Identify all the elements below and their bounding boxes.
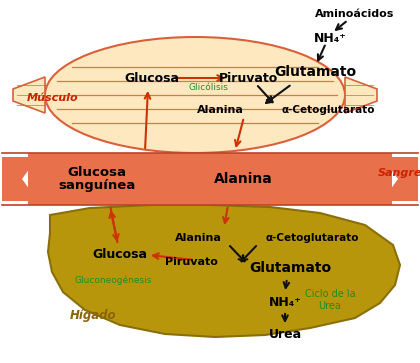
Text: Glucosa: Glucosa bbox=[124, 72, 179, 85]
Text: NH₄⁺: NH₄⁺ bbox=[268, 295, 302, 309]
Text: Glucosa
sanguínea: Glucosa sanguínea bbox=[58, 166, 136, 192]
Bar bbox=[28, 153, 392, 205]
Text: Piruvato: Piruvato bbox=[165, 257, 218, 267]
Text: Glutamato: Glutamato bbox=[274, 65, 356, 79]
Text: Glucosa: Glucosa bbox=[92, 249, 147, 261]
Text: Glicólisis: Glicólisis bbox=[188, 83, 228, 93]
Text: Glutamato: Glutamato bbox=[249, 261, 331, 275]
Text: α-Cetoglutarato: α-Cetoglutarato bbox=[282, 105, 375, 115]
Text: NH₄⁺: NH₄⁺ bbox=[314, 32, 346, 45]
Text: Alanina: Alanina bbox=[175, 233, 222, 243]
Polygon shape bbox=[345, 77, 377, 113]
Text: Hígado: Hígado bbox=[70, 309, 117, 322]
Text: Piruvato: Piruvato bbox=[218, 72, 278, 85]
Text: Sangre: Sangre bbox=[378, 168, 420, 178]
Ellipse shape bbox=[45, 37, 345, 153]
Text: Músculo: Músculo bbox=[27, 93, 79, 103]
Polygon shape bbox=[48, 205, 400, 337]
Text: Aminoácidos: Aminoácidos bbox=[315, 9, 395, 19]
Text: Alanina: Alanina bbox=[214, 172, 273, 186]
Text: Urea: Urea bbox=[268, 329, 302, 342]
Text: Alanina: Alanina bbox=[197, 105, 244, 115]
Polygon shape bbox=[13, 77, 45, 113]
Text: Gluconeogénesis: Gluconeogénesis bbox=[74, 275, 152, 285]
Polygon shape bbox=[2, 157, 38, 201]
Text: Ciclo de la
Urea: Ciclo de la Urea bbox=[304, 289, 355, 311]
Polygon shape bbox=[382, 157, 418, 201]
Text: α-Cetoglutarato: α-Cetoglutarato bbox=[265, 233, 359, 243]
